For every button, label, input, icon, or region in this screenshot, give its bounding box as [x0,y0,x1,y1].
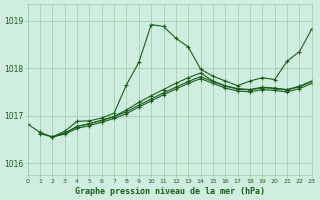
X-axis label: Graphe pression niveau de la mer (hPa): Graphe pression niveau de la mer (hPa) [75,187,265,196]
